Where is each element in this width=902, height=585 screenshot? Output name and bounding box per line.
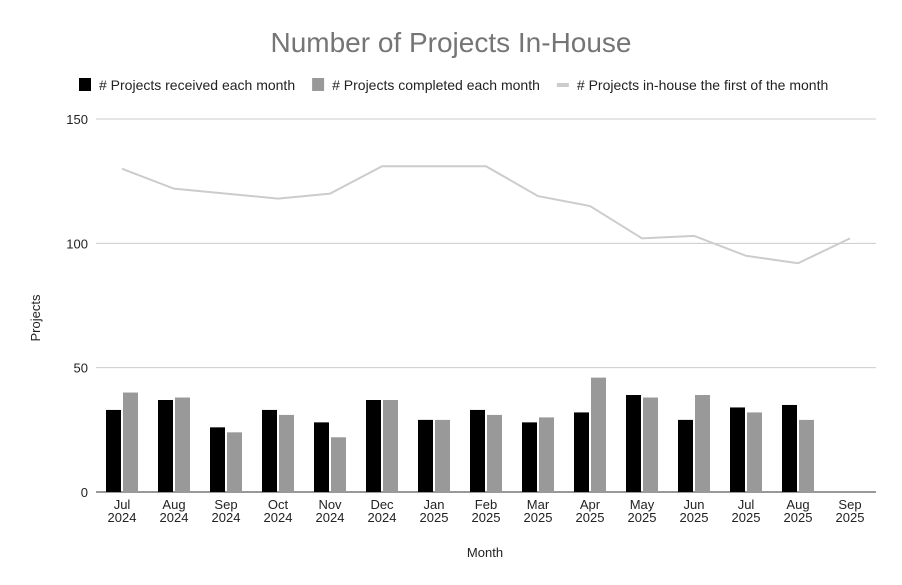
legend-label: # Projects in-house the first of the mon… <box>577 77 828 93</box>
bar-received <box>522 422 537 492</box>
bar-received <box>782 404 797 492</box>
x-tick-label: Aug <box>786 497 809 512</box>
bar-completed <box>539 417 554 492</box>
bar-completed <box>643 397 658 492</box>
x-tick-label: 2025 <box>420 510 449 525</box>
x-tick-label: Jun <box>684 497 705 512</box>
x-tick-label: May <box>630 497 655 512</box>
y-axis-ticks: 0 50 100 150 <box>66 112 88 500</box>
bar-received <box>106 409 121 492</box>
bar-received <box>678 419 693 492</box>
x-tick-label: 2025 <box>732 510 761 525</box>
legend-swatch <box>556 83 569 87</box>
x-tick-label: 2025 <box>680 510 709 525</box>
y-tick-label: 50 <box>74 361 88 376</box>
bar-completed <box>383 399 398 492</box>
x-tick-label: 2024 <box>108 510 137 525</box>
x-tick-label: 2025 <box>576 510 605 525</box>
x-tick-label: Apr <box>580 497 601 512</box>
bar-received <box>418 419 433 492</box>
x-tick-label: Sep <box>838 497 861 512</box>
bar-received <box>626 395 641 492</box>
bar-received <box>574 412 589 492</box>
legend: # Projects received each month # Projects… <box>79 77 828 93</box>
y-tick-label: 100 <box>66 236 88 251</box>
bar-completed <box>435 419 450 492</box>
x-tick-label: Jul <box>114 497 131 512</box>
x-tick-label: 2024 <box>212 510 241 525</box>
legend-swatch <box>79 78 91 91</box>
x-tick-label: Jul <box>738 497 755 512</box>
bar-completed <box>331 437 346 492</box>
x-tick-label: Mar <box>527 497 550 512</box>
x-tick-label: Dec <box>370 497 394 512</box>
bar-completed <box>487 414 502 492</box>
legend-swatch <box>312 78 325 91</box>
bar-received <box>262 409 277 492</box>
x-tick-label: 2024 <box>264 510 293 525</box>
x-tick-label: Jan <box>424 497 445 512</box>
x-tick-label: 2025 <box>524 510 553 525</box>
bar-received <box>158 399 173 492</box>
x-axis-ticks: Jul2024Aug2024Sep2024Oct2024Nov2024Dec20… <box>108 497 865 525</box>
line-in-house <box>121 165 851 265</box>
bar-completed <box>695 395 710 492</box>
x-tick-label: 2025 <box>472 510 501 525</box>
x-tick-label: Feb <box>475 497 497 512</box>
x-tick-label: Oct <box>268 497 289 512</box>
x-tick-label: 2025 <box>628 510 657 525</box>
x-tick-label: 2025 <box>784 510 813 525</box>
bar-completed <box>591 377 606 492</box>
bar-completed <box>747 412 762 492</box>
x-tick-label: 2024 <box>368 510 397 525</box>
y-axis-label: Projects <box>28 294 43 341</box>
bar-completed <box>279 414 294 492</box>
gridlines <box>96 118 876 493</box>
x-tick-label: 2024 <box>160 510 189 525</box>
bar-completed <box>123 392 138 492</box>
chart-title: Number of Projects In-House <box>270 27 631 58</box>
x-tick-label: Aug <box>162 497 185 512</box>
bars <box>106 377 814 492</box>
bar-received <box>210 427 225 492</box>
bar-completed <box>799 419 814 492</box>
line-series <box>121 165 851 265</box>
x-tick-label: Sep <box>214 497 237 512</box>
bar-received <box>366 399 381 492</box>
y-tick-label: 0 <box>81 485 88 500</box>
x-tick-label: Nov <box>318 497 342 512</box>
legend-label: # Projects completed each month <box>332 77 540 93</box>
bar-received <box>730 407 745 492</box>
x-axis-label: Month <box>467 545 503 560</box>
x-tick-label: 2024 <box>316 510 345 525</box>
bar-completed <box>175 397 190 492</box>
x-tick-label: 2025 <box>836 510 865 525</box>
bar-received <box>470 409 485 492</box>
bar-completed <box>227 432 242 492</box>
bar-received <box>314 422 329 492</box>
legend-label: # Projects received each month <box>99 77 295 93</box>
y-tick-label: 150 <box>66 112 88 127</box>
